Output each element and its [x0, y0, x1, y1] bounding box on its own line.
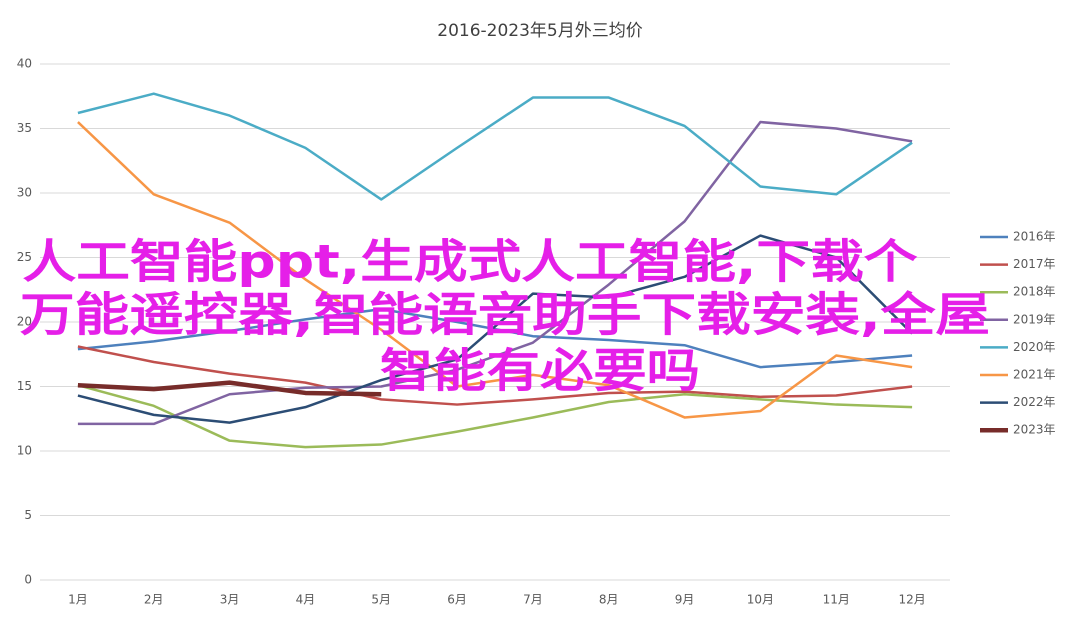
- overlay-text: 智能有必要吗: [380, 344, 700, 398]
- y-tick-label: 35: [17, 121, 32, 135]
- y-tick-label: 10: [17, 444, 32, 458]
- series-line: [77, 92, 913, 201]
- y-tick-label: 20: [17, 315, 32, 329]
- series-line: [77, 307, 913, 369]
- x-tick-label: 12月: [898, 593, 925, 607]
- x-tick-label: 9月: [675, 593, 695, 607]
- legend-label: 2021年: [1013, 368, 1056, 382]
- legend-label: 2019年: [1013, 312, 1056, 326]
- legend-label: 2022年: [1013, 395, 1056, 409]
- x-tick-label: 1月: [68, 593, 88, 607]
- overlay-text: 人工智能ppt,生成式人工智能,下载个: [23, 235, 918, 289]
- series-line: [77, 345, 913, 406]
- x-tick-label: 10月: [747, 593, 774, 607]
- series-line: [77, 120, 913, 426]
- y-tick-label: 40: [17, 57, 32, 71]
- x-tick-label: 6月: [447, 593, 467, 607]
- y-tick-label: 30: [17, 186, 32, 200]
- x-tick-label: 7月: [523, 593, 543, 607]
- y-tick-label: 25: [17, 250, 32, 264]
- legend-label: 2018年: [1013, 285, 1056, 299]
- legend-label: 2017年: [1013, 257, 1056, 271]
- x-tick-label: 3月: [220, 593, 240, 607]
- y-tick-label: 0: [24, 573, 32, 587]
- y-tick-label: 5: [24, 508, 32, 522]
- legend-label: 2016年: [1013, 230, 1056, 244]
- legend-label: 2020年: [1013, 340, 1056, 354]
- y-tick-label: 15: [17, 379, 32, 393]
- x-tick-label: 5月: [371, 593, 391, 607]
- x-tick-label: 11月: [823, 593, 850, 607]
- x-tick-label: 4月: [296, 593, 316, 607]
- x-tick-label: 8月: [599, 593, 619, 607]
- chart-title: 2016-2023年5月外三均价: [437, 21, 642, 41]
- series-line: [77, 380, 382, 397]
- series-line: [77, 234, 913, 424]
- overlay-text: 万能遥控器,智能语音助手下载安装,全屋: [20, 288, 990, 342]
- legend-label: 2023年: [1013, 423, 1056, 437]
- series-line: [77, 121, 913, 419]
- x-tick-label: 2月: [144, 593, 164, 607]
